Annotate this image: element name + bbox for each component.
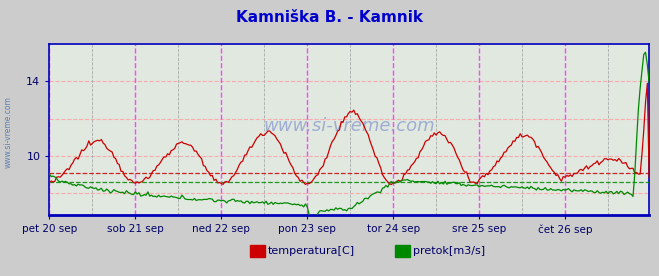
Text: www.si-vreme.com: www.si-vreme.com bbox=[3, 97, 13, 168]
Text: Kamniška B. - Kamnik: Kamniška B. - Kamnik bbox=[236, 10, 423, 25]
Text: pretok[m3/s]: pretok[m3/s] bbox=[413, 246, 485, 256]
Text: www.si-vreme.com: www.si-vreme.com bbox=[264, 117, 435, 135]
Text: temperatura[C]: temperatura[C] bbox=[268, 246, 355, 256]
